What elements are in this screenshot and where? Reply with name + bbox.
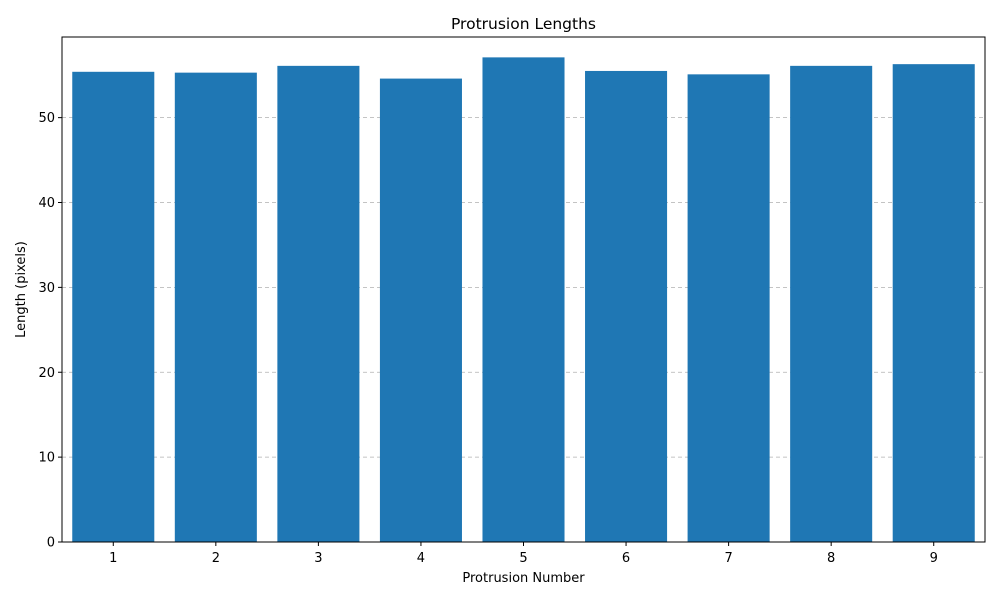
- y-tick-label: 10: [38, 451, 55, 466]
- x-tick-label: 6: [622, 551, 630, 566]
- bar: [379, 78, 462, 543]
- y-tick-label: 30: [38, 281, 55, 296]
- x-tick-label: 7: [724, 551, 732, 566]
- bar: [585, 70, 668, 542]
- x-tick-label: 3: [314, 551, 322, 566]
- bar: [482, 57, 565, 542]
- bar: [72, 71, 155, 543]
- y-tick-label: 40: [38, 196, 55, 211]
- y-axis-ticks: 0 10 20 30 40 50: [38, 111, 62, 551]
- x-tick-label: 8: [827, 551, 835, 566]
- chart-title: Protrusion Lengths: [451, 15, 596, 33]
- y-tick-label: 20: [38, 366, 55, 381]
- x-tick-label: 5: [519, 551, 527, 566]
- y-tick-label: 0: [47, 536, 55, 551]
- x-tick-label: 1: [109, 551, 117, 566]
- x-axis-label: Protrusion Number: [462, 571, 585, 586]
- bars: [72, 57, 975, 543]
- bar: [174, 72, 257, 542]
- y-tick-label: 50: [38, 111, 55, 126]
- bar: [687, 74, 770, 542]
- bar: [277, 65, 360, 542]
- y-axis-label: Length (pixels): [14, 241, 29, 338]
- bar: [790, 65, 873, 542]
- x-tick-label: 9: [930, 551, 938, 566]
- x-tick-label: 4: [417, 551, 425, 566]
- x-axis-ticks: 1 2 3 4 5 6 7 8 9: [109, 542, 938, 566]
- x-tick-label: 2: [212, 551, 220, 566]
- bar: [892, 64, 975, 542]
